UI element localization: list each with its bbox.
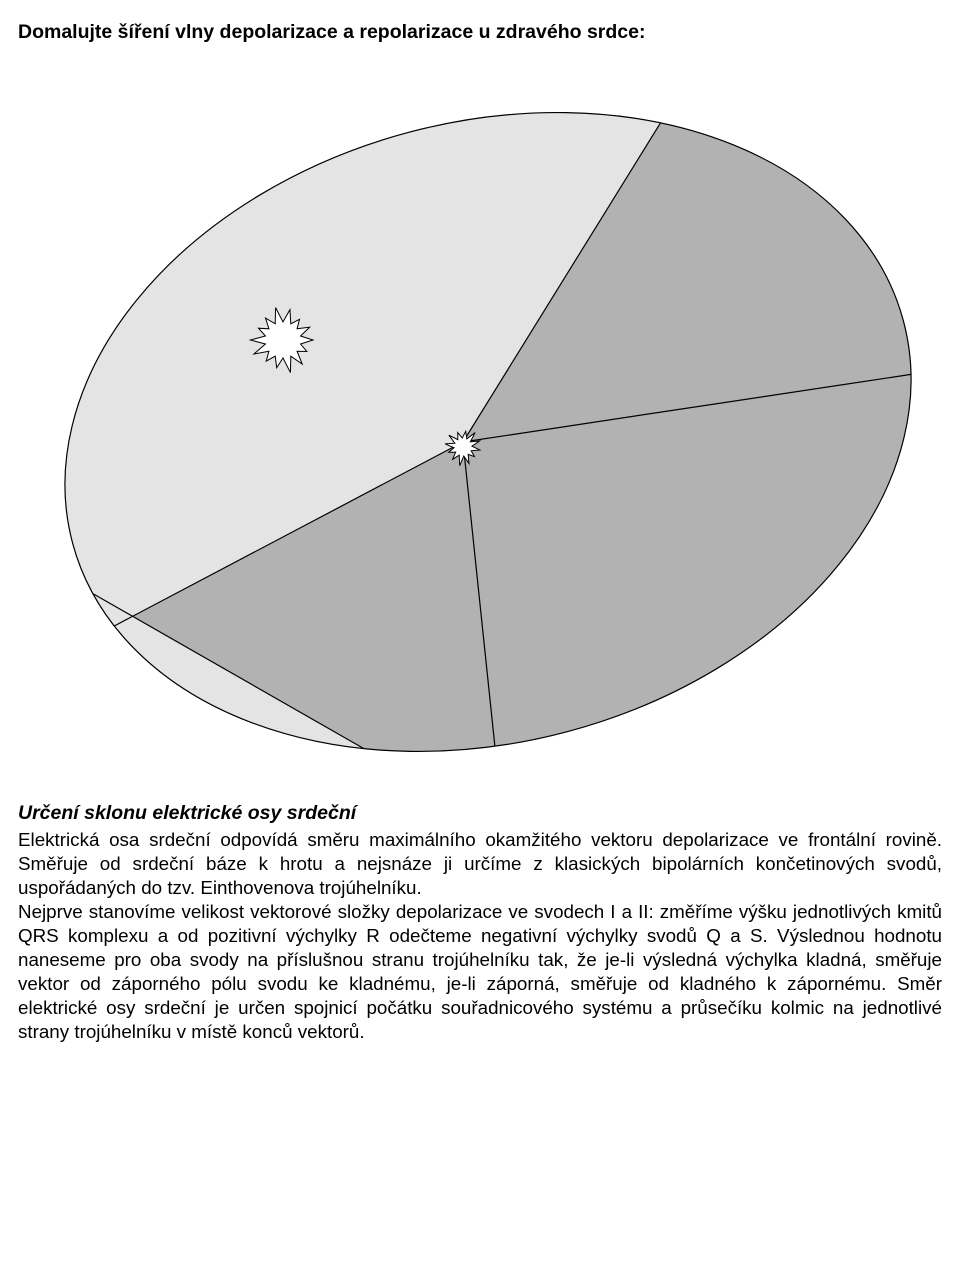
heart-diagram [18,52,942,777]
page-heading: Domalujte šíření vlny depolarizace a rep… [18,20,942,44]
section-subheading: Určení sklonu elektrické osy srdeční [18,801,942,825]
heart-diagram-svg [18,52,938,772]
body-paragraph: Elektrická osa srdeční odpovídá směru ma… [18,828,942,1044]
